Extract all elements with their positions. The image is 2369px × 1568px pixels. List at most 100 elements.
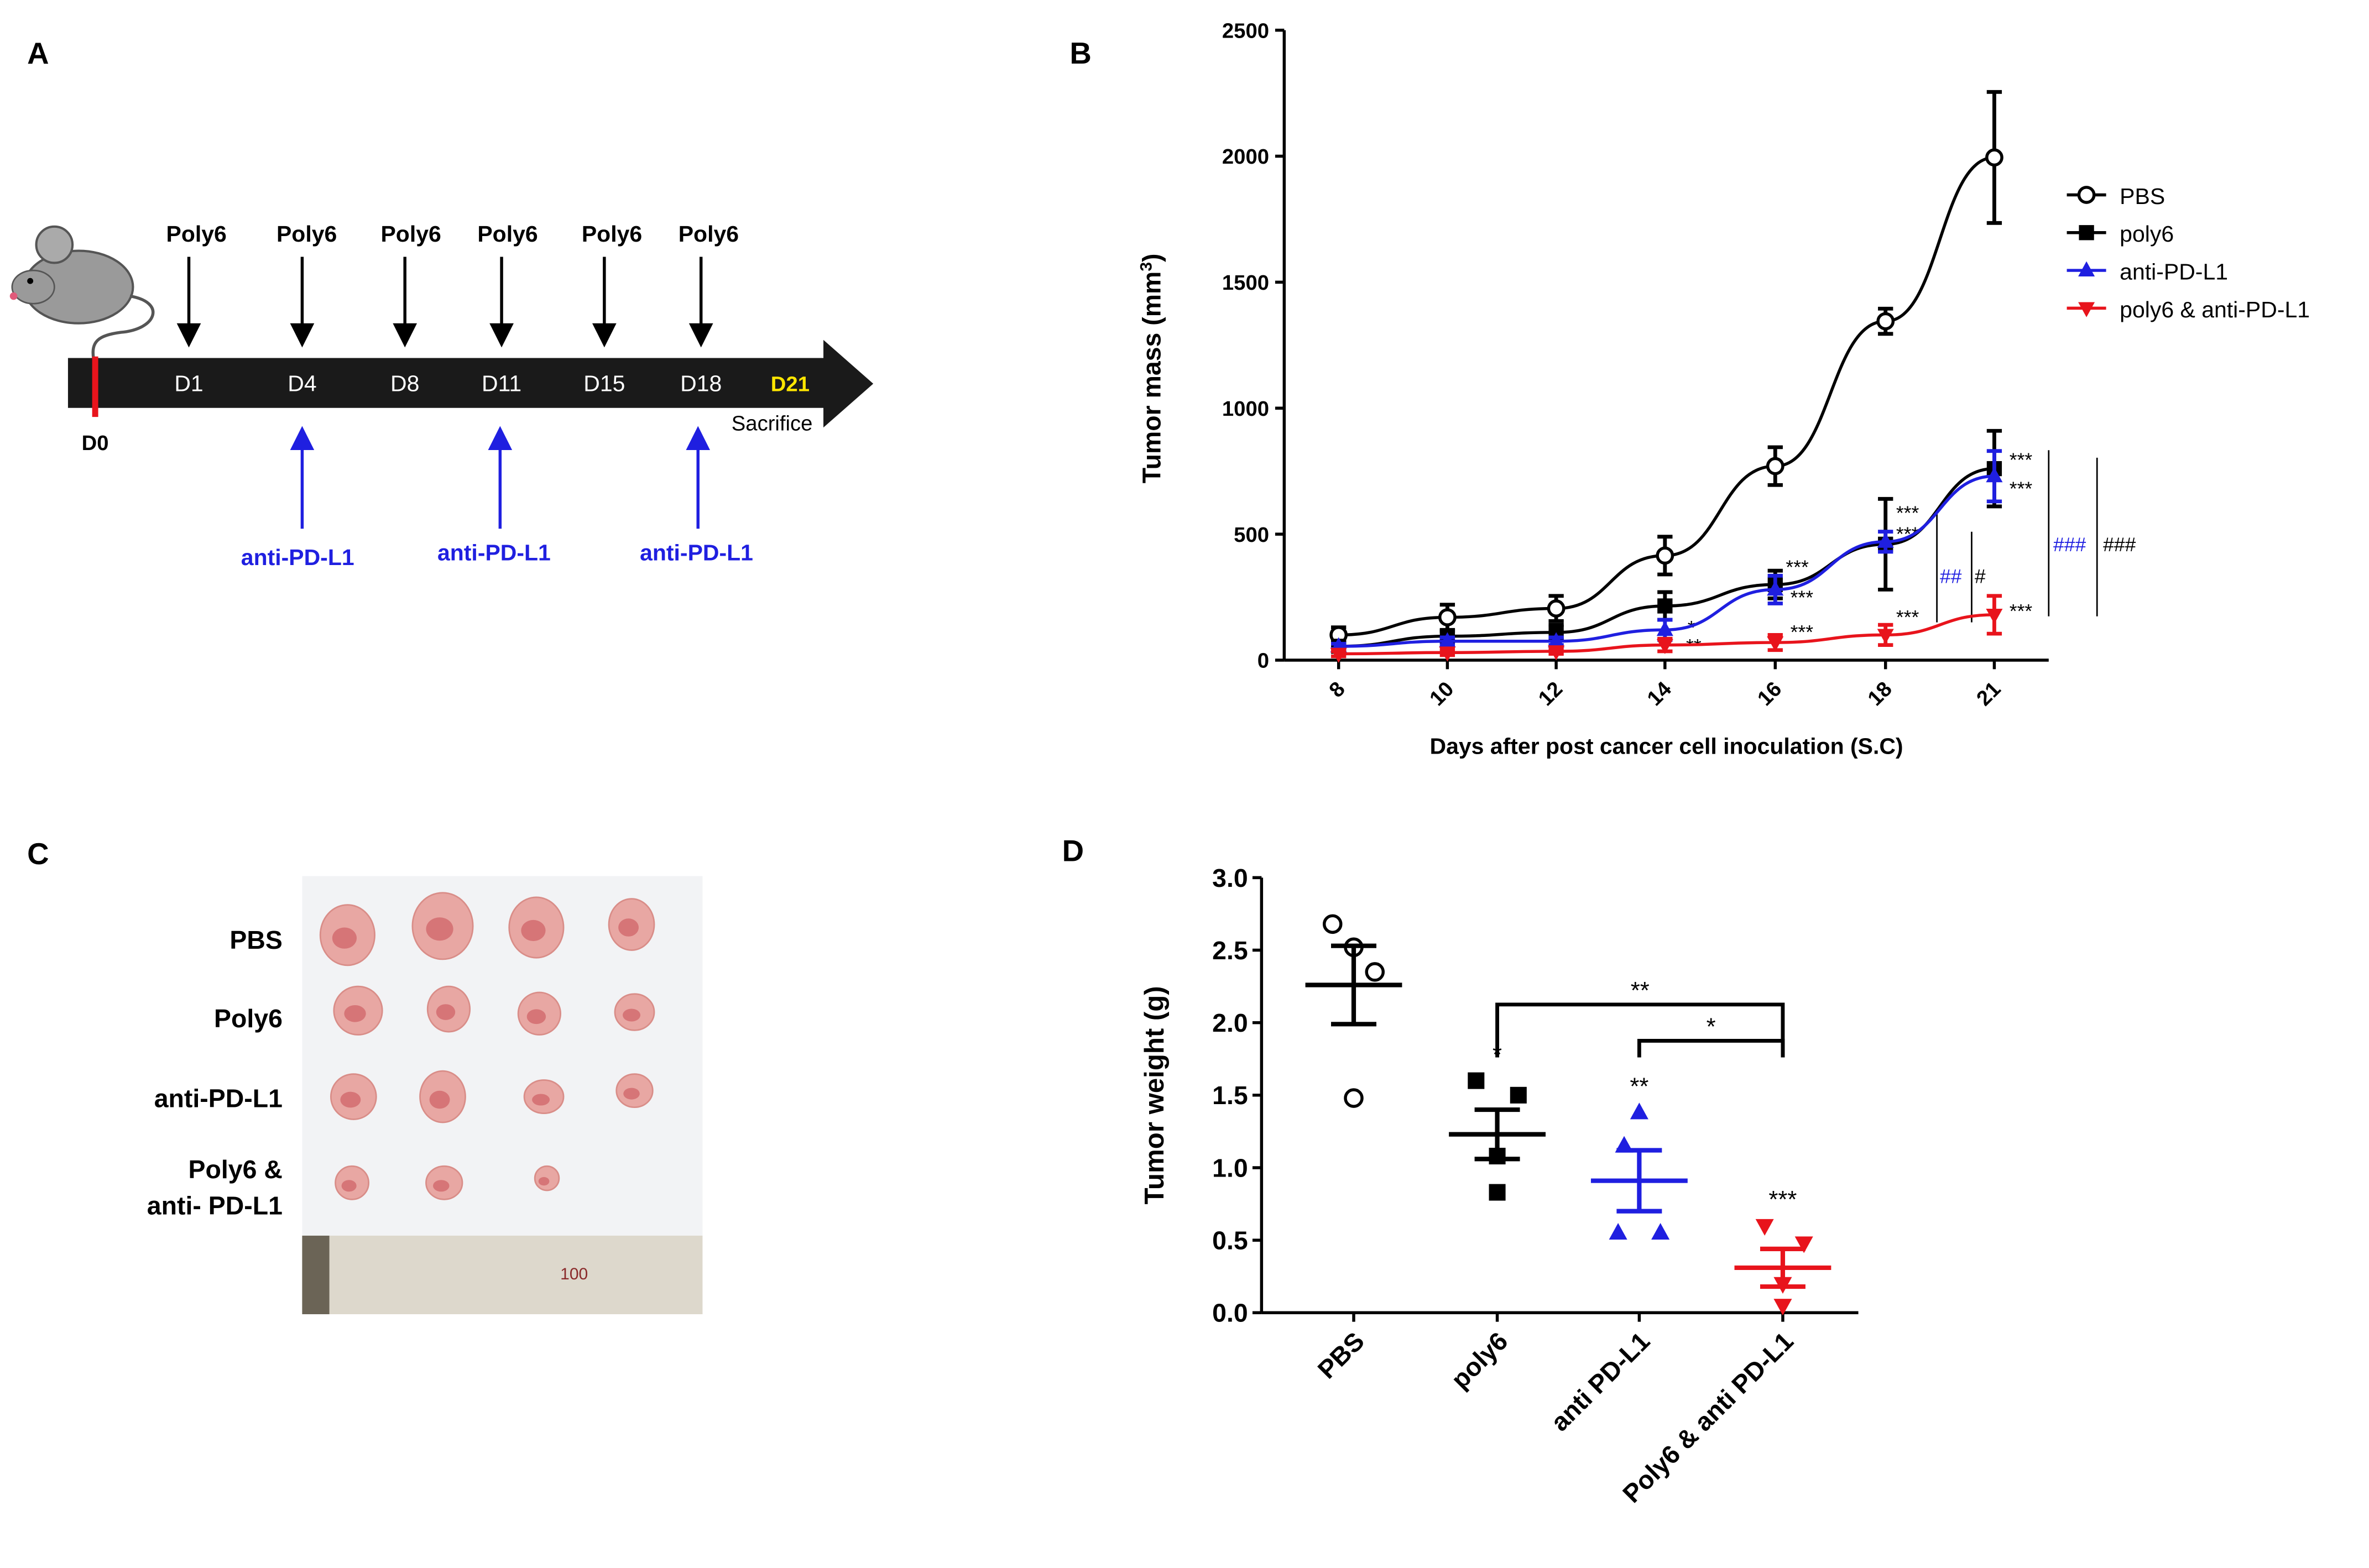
b-x-tick-label: 14 (1642, 677, 1676, 710)
panel-c-tumor-photo: 100 PBS Poly6 anti-PD-L1 Poly6 & anti- P… (147, 876, 703, 1314)
d-data-point (1344, 1088, 1364, 1108)
d-y-tick-label: 0.5 (1212, 1226, 1248, 1255)
tumor-blood-spot (623, 1088, 640, 1100)
day-label: D1 (174, 371, 203, 396)
b-xlabel: Days after post cancer cell inoculation … (1430, 733, 1903, 759)
ruler-label: 100 (560, 1265, 588, 1283)
tumor-blood-spot (521, 919, 546, 942)
tumor-blood-spot (623, 1008, 641, 1022)
d-data-point (1755, 1219, 1774, 1236)
day-label: D8 (390, 371, 419, 396)
sig: ### (2053, 534, 2086, 556)
b-x-tick-label: 21 (1972, 677, 2005, 710)
d-data-point (1794, 1236, 1813, 1253)
photo-row-label-anti: anti-PD-L1 (154, 1084, 283, 1113)
b-x-tick-label: 10 (1425, 677, 1458, 710)
tumor-blood-spot (344, 1005, 366, 1022)
b-x-tick-label: 8 (1324, 677, 1349, 702)
b-data-point (1766, 457, 1784, 475)
d-bracket-label: * (1707, 1013, 1716, 1041)
tumor-blood-spot (532, 1094, 550, 1106)
sig: *** (1786, 556, 1809, 578)
d-data-point (1322, 914, 1343, 934)
d-data-point (1365, 962, 1385, 982)
mouse-icon (9, 225, 155, 360)
d-data-point (1609, 1222, 1627, 1240)
d-comparison-bracket (1495, 1002, 1785, 1058)
legend-label: poly6 & anti-PD-L1 (2120, 297, 2310, 322)
sig: *** (2010, 600, 2033, 622)
sig: ### (2103, 534, 2136, 556)
b-data-point (1439, 632, 1456, 647)
panel-label-a: A (27, 36, 49, 70)
d-y-tick-label: 0.0 (1212, 1299, 1248, 1327)
panel-d-tumor-weight-chart: Tumor weight (g) 0.0 0.5 1.0 1.5 2.0 2.5 3.0 PB… (1139, 864, 1859, 1508)
b-data-point (1986, 609, 2003, 624)
b-y-tick-label: 0 (1257, 649, 1269, 673)
day-label: D15 (583, 371, 625, 396)
sig: # (1975, 566, 1986, 588)
d-y-tick-label: 3.0 (1212, 864, 1248, 892)
d21-label: D21 (771, 373, 810, 396)
sig: *** (1896, 502, 1919, 524)
b-data-point (1656, 620, 1673, 636)
sig: *** (2010, 449, 2033, 471)
b-y-tick-label: 2000 (1222, 145, 1269, 169)
panel-a-timeline: D0 Poly6 D1 Poly6 D4 Poly6 D8 Poly6 D11 Poly6 D15… (9, 221, 874, 570)
tumor-blood-spot (618, 918, 639, 937)
sig: *** (1896, 606, 1919, 628)
tumor-blood-spot (429, 1090, 450, 1109)
b-y-tick-label: 1000 (1222, 397, 1269, 421)
b-y-tick-label: 2500 (1222, 19, 1269, 43)
sig: * (1688, 617, 1695, 639)
day-label: D18 (680, 371, 722, 396)
panel-b-tumor-growth-chart: Tumor mass (mm3) Days after post cancer … (1137, 19, 2310, 759)
b-data-point (1767, 580, 1784, 596)
d-y-tick-label: 2.0 (1212, 1008, 1248, 1037)
b-data-point (1548, 632, 1565, 647)
poly6-injection-label: Poly6 (166, 221, 227, 247)
tumor-blood-spot (332, 927, 357, 949)
ruler (302, 1235, 703, 1314)
d-comparison-bracket (1637, 1039, 1785, 1058)
panel-label-d: D (1062, 834, 1084, 867)
b-data-point (1656, 546, 1674, 565)
d-data-point (1468, 1072, 1485, 1089)
day-label: D11 (482, 371, 521, 396)
b-data-point (1548, 645, 1565, 661)
tumor-blood-spot (340, 1091, 361, 1108)
timeline-arrow (67, 339, 874, 428)
b-series-3 (1330, 594, 2003, 663)
legend-marker (2079, 225, 2094, 241)
b-data-point (1547, 599, 1566, 618)
b-data-point (1767, 636, 1784, 652)
d-bracket-label: ** (1631, 977, 1650, 1004)
panel-label-b: B (1069, 36, 1091, 70)
photo-row-label-poly6: Poly6 (214, 1004, 283, 1033)
d-x-tick-label: anti PD-L1 (1545, 1326, 1655, 1436)
legend-marker (2078, 261, 2095, 276)
day-label: D4 (288, 371, 316, 396)
legend-marker (2078, 302, 2095, 317)
sig: *** (2010, 478, 2033, 500)
poly6-injection-label: Poly6 (276, 221, 337, 247)
d-y-tick-label: 1.5 (1212, 1081, 1248, 1110)
b-data-point (1656, 639, 1673, 655)
d-x-tick-label: poly6 (1446, 1326, 1514, 1394)
b-data-point (1439, 646, 1456, 662)
poly6-injection-label: Poly6 (380, 221, 441, 247)
poly6-injection-label: Poly6 (477, 221, 538, 247)
sig: *** (1791, 587, 1814, 609)
b-data-point (1985, 148, 2003, 167)
poly6-injection-label: Poly6 (679, 221, 739, 247)
tumor-blood-spot (426, 917, 453, 941)
b-y-tick-label: 500 (1234, 523, 1269, 547)
d-x-tick-label: PBS (1312, 1326, 1370, 1384)
b-data-point (1657, 598, 1673, 614)
b-series-line (1338, 156, 1995, 637)
tumor-blood-spot (538, 1177, 550, 1186)
tumor-blood-spot (341, 1180, 357, 1192)
tumor-blood-spot (433, 1180, 450, 1192)
b-series-0 (1329, 90, 2003, 645)
